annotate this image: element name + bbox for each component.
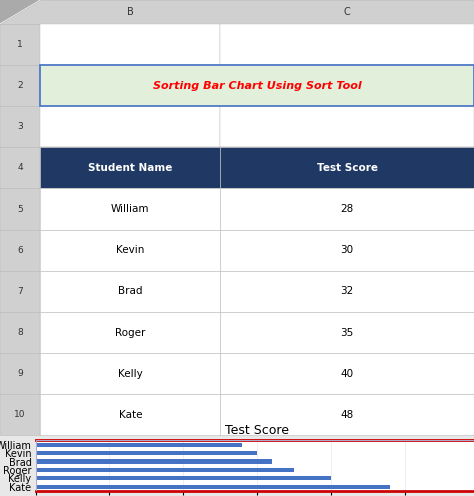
Bar <box>220 147 474 188</box>
Bar <box>40 106 220 147</box>
Bar <box>0 394 40 435</box>
Bar <box>220 271 474 312</box>
Bar <box>40 353 220 394</box>
Bar <box>40 230 220 271</box>
Bar <box>0 230 40 271</box>
Text: Test Score: Test Score <box>317 163 378 173</box>
Bar <box>40 394 220 435</box>
Bar <box>40 188 220 230</box>
Bar <box>220 271 474 312</box>
Bar <box>40 147 220 188</box>
Bar <box>220 24 474 65</box>
Text: C: C <box>344 7 351 17</box>
Bar <box>40 65 220 106</box>
Bar <box>0 0 474 24</box>
Bar <box>0 353 40 394</box>
Text: Brad: Brad <box>118 286 143 297</box>
Text: 35: 35 <box>341 327 354 338</box>
Bar <box>36 459 272 464</box>
Bar <box>0 65 40 106</box>
Bar <box>36 485 390 489</box>
Bar <box>36 468 294 472</box>
Text: 4: 4 <box>18 163 23 173</box>
Bar <box>220 230 474 271</box>
Bar <box>0 312 40 353</box>
Bar <box>40 230 220 271</box>
Bar <box>36 476 331 481</box>
Bar <box>0 106 40 147</box>
Text: 6: 6 <box>17 246 23 255</box>
Bar <box>220 188 474 230</box>
Text: Kate: Kate <box>118 410 142 420</box>
Text: 40: 40 <box>341 369 354 379</box>
Bar <box>40 353 220 394</box>
Bar <box>220 394 474 435</box>
Bar <box>220 65 474 106</box>
Text: 28: 28 <box>341 204 354 214</box>
Text: Roger: Roger <box>115 327 146 338</box>
Bar <box>36 443 242 447</box>
Bar <box>40 271 220 312</box>
Bar <box>36 451 257 455</box>
Bar <box>40 24 220 65</box>
Text: 10: 10 <box>14 410 26 420</box>
Bar <box>40 65 474 106</box>
Bar <box>220 353 474 394</box>
Text: 1: 1 <box>17 40 23 49</box>
Text: B: B <box>127 7 134 17</box>
Text: 32: 32 <box>341 286 354 297</box>
Bar <box>0 24 40 65</box>
Bar <box>220 394 474 435</box>
Bar <box>40 188 220 230</box>
Bar <box>40 147 220 188</box>
Text: 3: 3 <box>17 122 23 131</box>
Bar <box>36 440 474 491</box>
Text: Sorting Bar Chart Using Sort Tool: Sorting Bar Chart Using Sort Tool <box>153 80 362 91</box>
Bar <box>0 271 40 312</box>
Text: William: William <box>111 204 150 214</box>
Bar <box>220 230 474 271</box>
Text: Kevin: Kevin <box>116 245 145 255</box>
Bar <box>0 188 40 230</box>
Text: 5: 5 <box>17 204 23 214</box>
Bar <box>220 188 474 230</box>
Bar <box>220 312 474 353</box>
Text: Kelly: Kelly <box>118 369 143 379</box>
Title: Test Score: Test Score <box>225 424 289 436</box>
Text: 8: 8 <box>17 328 23 337</box>
Bar <box>220 353 474 394</box>
Bar <box>220 106 474 147</box>
Bar <box>220 312 474 353</box>
Polygon shape <box>0 0 40 24</box>
Bar <box>40 394 220 435</box>
Text: 48: 48 <box>341 410 354 420</box>
Text: 7: 7 <box>17 287 23 296</box>
Bar <box>40 312 220 353</box>
Bar <box>40 312 220 353</box>
Bar <box>40 271 220 312</box>
Text: 2: 2 <box>18 81 23 90</box>
Text: 30: 30 <box>341 245 354 255</box>
Bar <box>220 147 474 188</box>
Text: Student Name: Student Name <box>88 163 173 173</box>
Text: 9: 9 <box>17 369 23 378</box>
Bar <box>0 147 40 188</box>
